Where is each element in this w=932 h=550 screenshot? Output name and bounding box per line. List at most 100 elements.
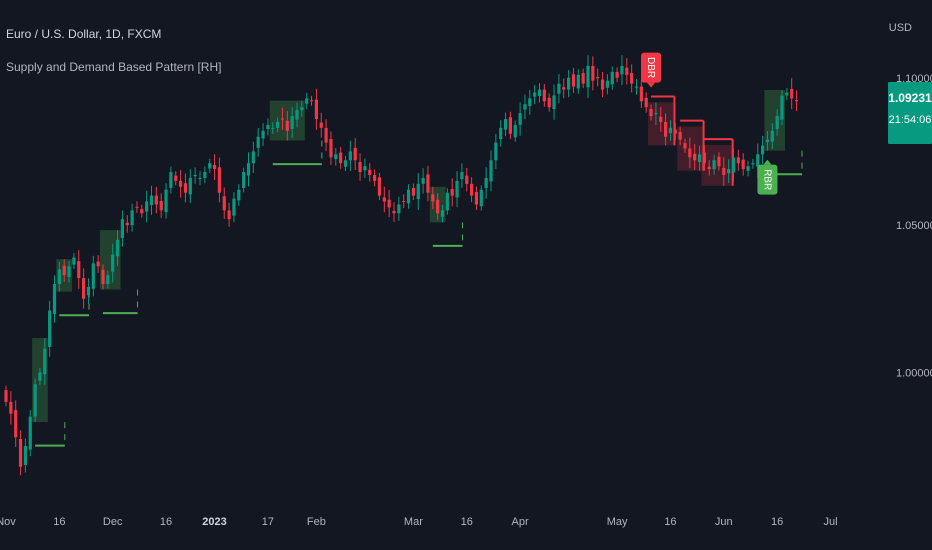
candle-body bbox=[436, 199, 440, 214]
candle-body bbox=[634, 86, 639, 88]
candle-body bbox=[280, 118, 285, 120]
candle-body bbox=[363, 166, 367, 171]
indicator-title[interactable]: Supply and Demand Based Pattern [RH] bbox=[6, 60, 222, 74]
candle-body bbox=[130, 210, 134, 226]
candle-body bbox=[387, 199, 391, 208]
candle-body bbox=[717, 156, 721, 167]
candle-body bbox=[72, 257, 76, 265]
candle-body bbox=[765, 139, 770, 142]
candle-body bbox=[494, 142, 498, 161]
candle-body bbox=[712, 160, 716, 170]
candle-body bbox=[174, 175, 178, 181]
candle-body bbox=[508, 117, 512, 134]
time-tick-label: May bbox=[607, 516, 628, 528]
candle-body bbox=[232, 198, 236, 216]
pattern-label-box bbox=[757, 164, 778, 195]
candle-body bbox=[416, 183, 420, 200]
time-tick-label: 16 bbox=[53, 516, 65, 528]
candle-body bbox=[179, 180, 183, 187]
candle-body bbox=[649, 109, 653, 117]
candle-body bbox=[431, 194, 435, 202]
price-tick-label: 1.10000 bbox=[896, 73, 932, 85]
candle-body bbox=[484, 177, 488, 188]
candle-body bbox=[625, 67, 629, 75]
symbol-title[interactable]: Euro / U.S. Dollar, 1D, FXCM bbox=[6, 27, 162, 41]
candle-body bbox=[450, 189, 454, 196]
candle-body bbox=[164, 189, 168, 213]
candle-body bbox=[62, 265, 66, 276]
pattern-label-text: DBR bbox=[645, 57, 656, 78]
candle-body bbox=[731, 157, 736, 173]
time-tick-label: Jun bbox=[715, 516, 733, 528]
time-tick-label: 16 bbox=[771, 516, 783, 528]
candle-body bbox=[411, 187, 415, 196]
candle-body bbox=[591, 65, 595, 81]
candle-body bbox=[741, 159, 745, 170]
candle-body bbox=[440, 210, 445, 217]
candle-body bbox=[18, 439, 23, 467]
candle-body bbox=[751, 163, 755, 165]
candle-body bbox=[503, 119, 508, 130]
time-axis[interactable]: Nov 16 Dec 16 2023 17 Feb Mar 16 Apr May 16 Jun 16 Jul bbox=[0, 516, 838, 528]
pattern-label-text: RBR bbox=[761, 169, 772, 190]
candle-body bbox=[33, 384, 37, 417]
candle-body bbox=[460, 172, 464, 180]
candle-body bbox=[693, 153, 697, 161]
candle-body bbox=[251, 151, 255, 164]
candle-body bbox=[145, 201, 149, 212]
demand-zone bbox=[100, 230, 121, 290]
candle-body bbox=[329, 139, 333, 158]
candle-body bbox=[23, 446, 27, 465]
candle-body bbox=[470, 183, 474, 196]
candle-body bbox=[576, 74, 580, 89]
candle-body bbox=[183, 183, 188, 193]
candle-body bbox=[38, 372, 42, 381]
currency-label: USD bbox=[888, 22, 912, 34]
candle-body bbox=[499, 127, 503, 140]
candle-body bbox=[193, 175, 197, 177]
candle-body bbox=[630, 73, 634, 84]
candle-body bbox=[67, 266, 71, 277]
time-tick-label: 16 bbox=[461, 516, 473, 528]
candle-body bbox=[149, 195, 154, 206]
candle-body bbox=[237, 189, 241, 201]
candle-body bbox=[397, 204, 401, 214]
price-axis[interactable]: 1.10000 1.05000 1.00000 bbox=[896, 73, 932, 380]
candle-body bbox=[266, 124, 270, 130]
candle-body bbox=[14, 410, 18, 438]
candle-body bbox=[547, 97, 551, 108]
candle-body bbox=[115, 239, 120, 257]
candle-body bbox=[552, 95, 556, 109]
candle-body bbox=[707, 166, 711, 170]
candle-body bbox=[271, 127, 275, 129]
supply-zone bbox=[701, 145, 732, 186]
candle-body bbox=[790, 88, 794, 99]
candle-body bbox=[169, 172, 173, 188]
candle-body bbox=[111, 254, 115, 272]
candle-body bbox=[135, 206, 139, 208]
candle-body bbox=[343, 160, 348, 167]
time-tick-label: Dec bbox=[103, 516, 123, 528]
candle-body bbox=[43, 348, 47, 375]
candle-body bbox=[722, 167, 726, 175]
candle-body bbox=[664, 121, 668, 137]
candle-body bbox=[542, 89, 546, 102]
candle-body bbox=[678, 131, 682, 140]
time-tick-label: 16 bbox=[160, 516, 172, 528]
candle-body bbox=[518, 113, 522, 125]
candle-body bbox=[533, 92, 537, 97]
candles bbox=[4, 55, 799, 476]
candle-body bbox=[9, 401, 13, 414]
time-tick-label: Jul bbox=[823, 516, 837, 528]
candle-body bbox=[562, 87, 566, 90]
candle-body bbox=[794, 100, 799, 102]
candle-body bbox=[125, 222, 129, 226]
candle-body bbox=[295, 110, 299, 120]
candle-body bbox=[276, 121, 280, 128]
candle-body bbox=[775, 116, 779, 130]
candle-body bbox=[86, 286, 91, 296]
candle-body bbox=[212, 164, 217, 170]
candle-body bbox=[581, 73, 585, 84]
candle-body bbox=[353, 147, 357, 161]
